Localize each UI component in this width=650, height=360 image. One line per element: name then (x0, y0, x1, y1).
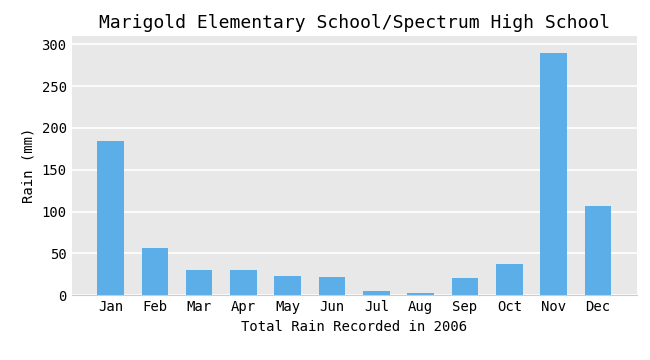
Bar (186, 270, 213, 295)
X-axis label: Total Rain Recorded in 2006: Total Rain Recorded in 2006 (241, 320, 467, 334)
Bar (363, 291, 390, 295)
Y-axis label: Rain (mm): Rain (mm) (22, 128, 36, 203)
Bar (408, 293, 434, 295)
Bar (230, 270, 257, 295)
Bar (540, 53, 567, 295)
Bar (142, 248, 168, 295)
Bar (98, 140, 124, 295)
Bar (496, 264, 523, 295)
Bar (585, 206, 611, 295)
Bar (452, 279, 478, 295)
Bar (274, 276, 301, 295)
Title: Marigold Elementary School/Spectrum High School: Marigold Elementary School/Spectrum High… (99, 14, 610, 32)
Bar (318, 277, 345, 295)
